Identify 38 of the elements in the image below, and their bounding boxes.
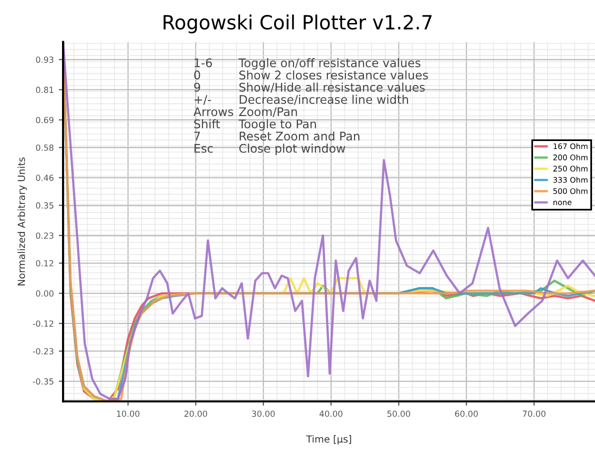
chart-title: Rogowski Coil Plotter v1.2.7 xyxy=(164,14,432,34)
annotation: 0 xyxy=(194,70,200,80)
y-tick-label: 0.81 xyxy=(36,86,54,93)
annotation: Toggle on/off resistance values xyxy=(238,58,420,70)
y-tick-label: 0.23 xyxy=(36,232,54,239)
annotation: Decrease/increase line width xyxy=(240,94,408,105)
x-tick-label: 40.00 xyxy=(320,410,342,417)
y-tick-label: -0.35 xyxy=(32,378,54,385)
annotation: Zoom/Pan xyxy=(239,107,297,118)
annotation: Arrows xyxy=(193,107,234,116)
annotation: 9 xyxy=(194,82,200,92)
annotation: Toogle to Pan xyxy=(238,119,316,131)
x-tick-label: 70.00 xyxy=(522,410,546,417)
y-tick-label: -0.12 xyxy=(32,320,54,327)
y-tick-label: 0.00 xyxy=(36,290,54,297)
x-tick-label: 30.00 xyxy=(252,410,275,417)
x-tick-label: 60.00 xyxy=(455,410,478,417)
annotation: 1-6 xyxy=(194,58,212,68)
annotation: Show 2 closes resistance values xyxy=(239,70,428,80)
annotation: +/- xyxy=(194,95,211,105)
y-tick-label: -0.23 xyxy=(32,348,54,354)
x-tick-label: 20.00 xyxy=(184,410,208,417)
annotation: 7 xyxy=(194,132,200,140)
annotation: Esc xyxy=(194,144,213,153)
y-tick-label: 0.12 xyxy=(36,260,54,266)
x-axis-title: Time [µs] xyxy=(306,435,352,445)
x-tick-label: 50.00 xyxy=(387,410,410,417)
x-tick-label: 10.00 xyxy=(117,410,140,417)
annotation: Shift xyxy=(194,119,220,128)
y-axis-title: Normalized Arbitrary Units xyxy=(18,158,27,286)
y-tick-label: 0.35 xyxy=(36,202,54,209)
y-tick-label: 0.58 xyxy=(36,144,54,151)
y-tick-label: 0.46 xyxy=(36,174,54,181)
y-tick-label: 0.69 xyxy=(36,116,54,124)
annotation: Show/Hide all resistance values xyxy=(239,82,425,93)
annotation: Close plot window xyxy=(239,144,346,156)
y-tick-label: 0.93 xyxy=(36,56,54,63)
annotation: Reset Zoom and Pan xyxy=(240,131,360,141)
